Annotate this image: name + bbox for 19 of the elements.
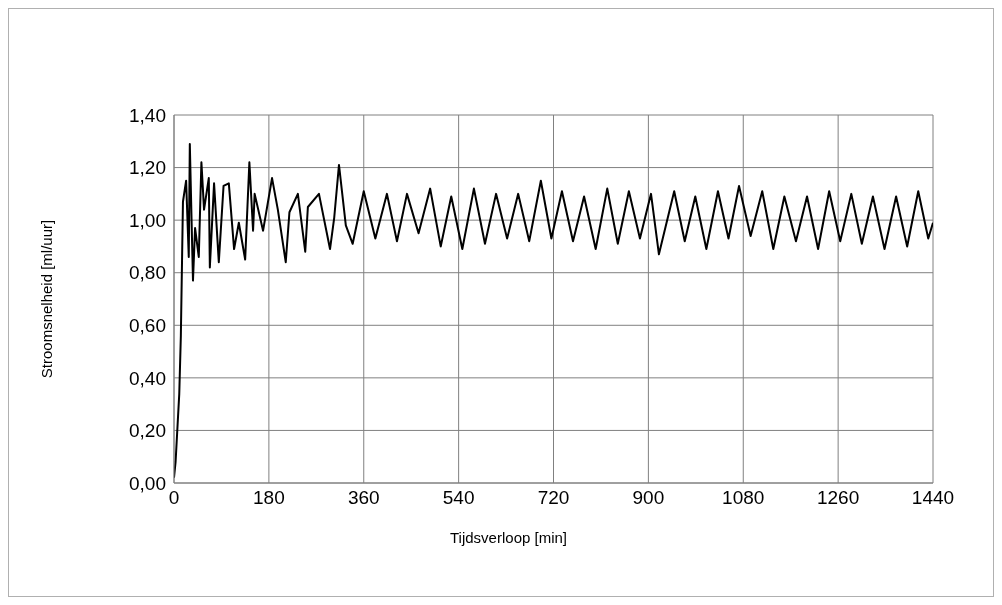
y-tick-label: 0,20 bbox=[129, 420, 166, 442]
y-tick-label: 0,80 bbox=[129, 262, 166, 284]
y-tick-label: 1,40 bbox=[129, 104, 166, 126]
x-tick-label: 1080 bbox=[722, 487, 765, 509]
x-tick-label: 180 bbox=[253, 487, 285, 509]
y-tick-label: 0,40 bbox=[129, 367, 166, 389]
x-axis-title: Tijdsverloop [min] bbox=[450, 529, 567, 546]
y-axis-title: Stroomsnelheid [ml/uur] bbox=[38, 219, 56, 379]
x-tick-label: 1260 bbox=[816, 487, 860, 509]
x-tick-label: 360 bbox=[347, 487, 380, 509]
y-tick-label: 1,20 bbox=[129, 157, 166, 179]
y-tick-label: 0,00 bbox=[129, 472, 166, 494]
x-tick-label: 0 bbox=[168, 487, 180, 509]
y-tick-label: 1,00 bbox=[129, 209, 166, 231]
y-tick-label: 0,60 bbox=[129, 315, 166, 337]
x-tick-label: 720 bbox=[537, 487, 570, 509]
x-tick-label: 1440 bbox=[911, 487, 955, 509]
x-tick-label: 540 bbox=[442, 487, 475, 509]
x-tick-label: 900 bbox=[632, 487, 665, 509]
